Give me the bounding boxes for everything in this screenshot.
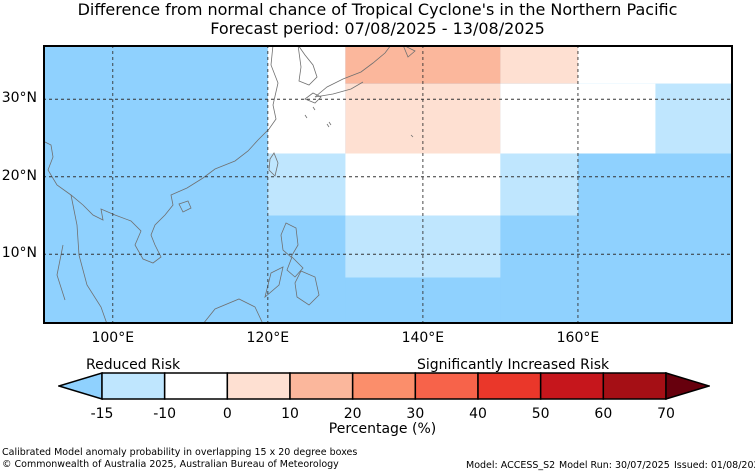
colorbar-bin (414, 372, 479, 400)
colorbar-tick-label: -15 (90, 406, 114, 422)
lon-tick-label: 100°E (91, 330, 135, 346)
footer-issued: Issued: 01/08/2025 (674, 460, 755, 471)
lat-tick-label: 30°N (1, 90, 37, 107)
colorbar-tick-label: 20 (343, 406, 362, 422)
lon-tick-label: 160°E (556, 330, 600, 346)
gridlines (43, 45, 733, 324)
lat-tick-label: 20°N (1, 167, 37, 184)
lon-tick-label: 140°E (401, 330, 445, 346)
colorbar-high-arrow (665, 372, 710, 400)
colorbar-tick-label: 40 (469, 406, 487, 422)
risk-cell (577, 153, 733, 216)
colorbar-low-arrow (58, 372, 103, 400)
risk-cell (500, 215, 733, 324)
forecast-period: Forecast period: 07/08/2025 - 13/08/2025 (210, 19, 545, 38)
footer-model-run: Model Run: 30/07/2025 (559, 460, 670, 471)
colorbar-axis-label: Percentage (%) (328, 421, 437, 437)
footer-model: Model: ACCESS_S2 (466, 460, 556, 471)
map-frame (43, 45, 733, 324)
risk-cell (655, 83, 733, 154)
reduced-risk-label: Reduced Risk (86, 357, 181, 373)
risk-cell (500, 153, 578, 216)
cyclone-risk-map (43, 45, 733, 324)
footer-caption: Calibrated Model anomaly probability in … (2, 447, 358, 458)
increased-risk-label: Significantly Increased Risk (417, 357, 610, 373)
colorbar-bin (163, 372, 229, 400)
coastlines (43, 45, 416, 324)
risk-cell (577, 45, 733, 84)
colorbar-bin (477, 372, 542, 400)
colorbar-bin (101, 372, 166, 400)
risk-cell (267, 153, 346, 216)
colorbar-tick-label: 50 (531, 406, 550, 422)
chart-title: Difference from normal chance of Tropica… (77, 0, 678, 19)
colorbar-tick-label: 30 (406, 406, 425, 422)
colorbar-tick-label: 0 (222, 406, 232, 422)
risk-cell (267, 215, 346, 324)
colorbar-tick-label: -10 (153, 406, 177, 422)
colorbar-bin (289, 372, 354, 400)
risk-cell (43, 45, 268, 324)
risk-cells (43, 45, 733, 324)
risk-cell (500, 45, 578, 84)
colorbar-bin (226, 372, 291, 400)
lon-tick-label: 120°E (246, 330, 290, 346)
colorbar-tick-label: 70 (657, 406, 675, 422)
colorbar-bin (602, 372, 667, 400)
lat-tick-label: 10°N (1, 245, 37, 262)
footer-copyright: © Commonwealth of Australia 2025, Austra… (2, 459, 339, 470)
colorbar-tick-label: 60 (594, 406, 613, 422)
colorbar-tick-label: 10 (281, 406, 299, 422)
colorbar-bin (351, 372, 417, 400)
colorbar-bin (539, 372, 605, 400)
colorbar (58, 372, 710, 400)
